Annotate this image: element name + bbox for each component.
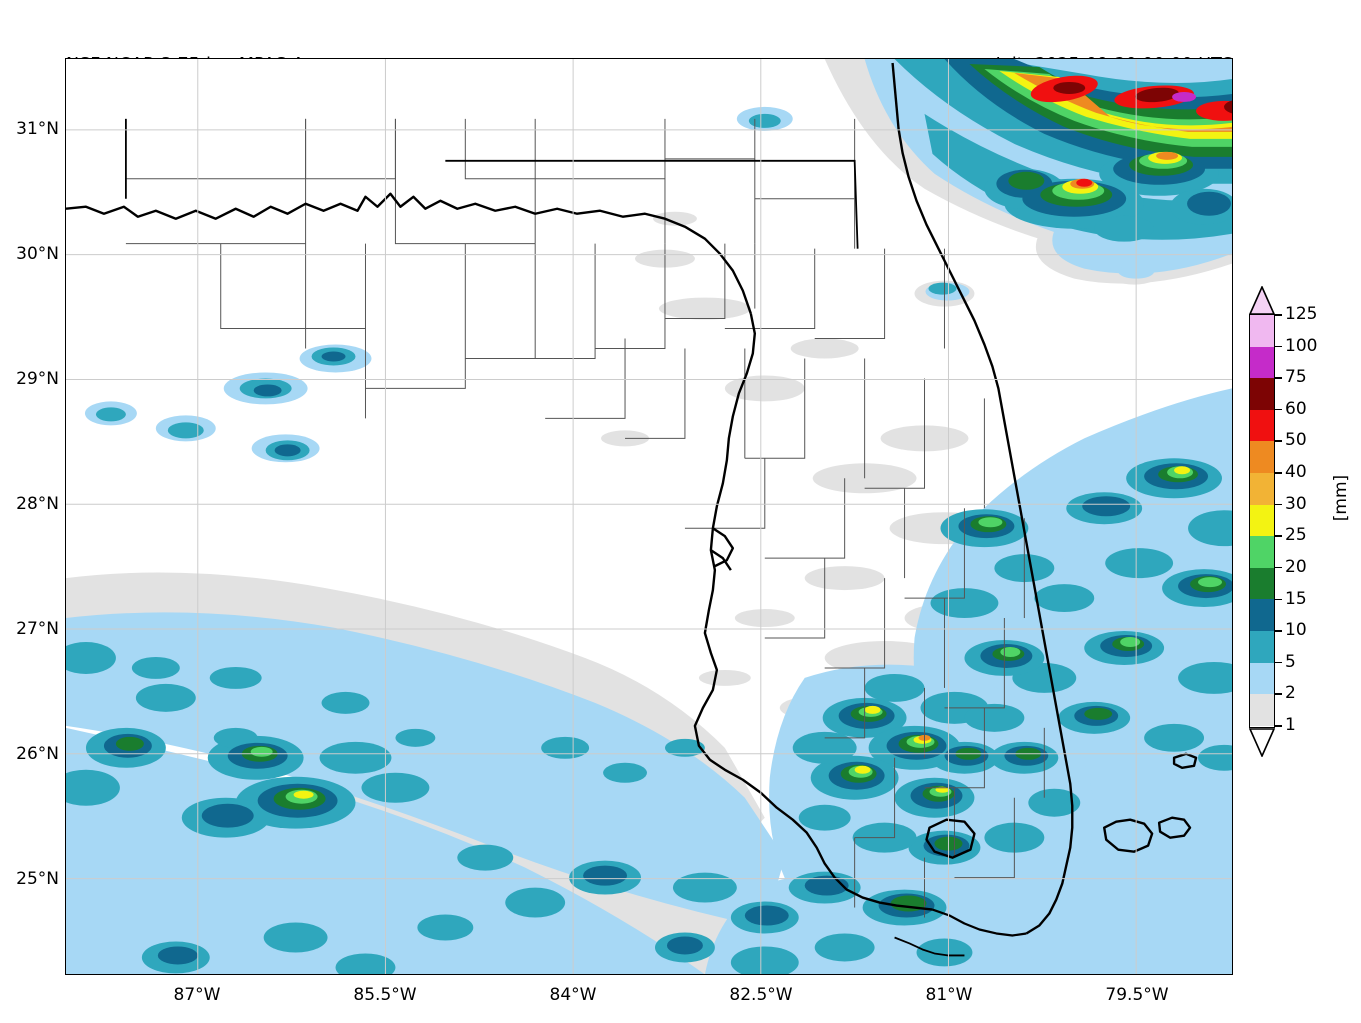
colorbar-band	[1250, 694, 1274, 726]
y-tickmark	[65, 880, 66, 881]
x-tickmark	[762, 974, 763, 975]
y-tickmark	[65, 130, 66, 131]
colorbar-under-arrow	[1249, 728, 1275, 757]
colorbar-over-arrow	[1249, 286, 1275, 315]
coastline	[66, 62, 1198, 957]
precip-contour-field	[66, 59, 1232, 974]
x-axis-label-87W: 87°W	[173, 985, 221, 1005]
colorbar-tickmark	[1275, 598, 1282, 601]
y-axis-label-26N: 26°N	[16, 744, 59, 764]
colorbar-tickmark	[1275, 566, 1282, 569]
x-axis-label-81W: 81°W	[925, 985, 973, 1005]
colorbar-tick-label-25: 25	[1285, 525, 1307, 546]
colorbar-tick-label-2: 2	[1285, 683, 1296, 704]
colorbar-band	[1250, 346, 1274, 379]
colorbar-band	[1250, 599, 1274, 632]
colorbar-tick-label-20: 20	[1285, 556, 1307, 577]
x-axis-label-795W: 79.5°W	[1105, 985, 1169, 1005]
precipitation-map-panel[interactable]	[65, 58, 1233, 975]
y-tickmark	[65, 255, 66, 256]
colorbar-tickmark	[1275, 661, 1282, 664]
y-axis-label-27N: 27°N	[16, 619, 59, 639]
x-tickmark	[1138, 974, 1139, 975]
x-axis-label-855W: 85.5°W	[353, 985, 417, 1005]
colorbar-band	[1250, 504, 1274, 537]
colorbar-tick-label-15: 15	[1285, 588, 1307, 609]
y-tickmark	[65, 380, 66, 381]
colorbar-tickmark	[1275, 377, 1282, 379]
colorbar-tickmark	[1275, 693, 1282, 695]
colorbar-tick-label-100: 100	[1285, 335, 1318, 356]
colorbar-tick-label-30: 30	[1285, 493, 1307, 514]
map-gridlines	[66, 59, 1232, 974]
colorbar-tickmark	[1275, 314, 1282, 316]
colorbar-tick-label-5: 5	[1285, 651, 1296, 672]
colorbar-band	[1250, 631, 1274, 663]
colorbar-band	[1250, 473, 1274, 505]
y-tickmark	[65, 630, 66, 631]
colorbar-tickmark	[1275, 408, 1282, 411]
x-axis-label-84W: 84°W	[549, 985, 597, 1005]
colorbar-tickmark	[1275, 440, 1282, 442]
colorbar-tick-label-125: 125	[1285, 304, 1318, 324]
y-axis-label-29N: 29°N	[16, 369, 59, 389]
x-tickmark	[198, 974, 199, 975]
colorbar-tick-label-10: 10	[1285, 620, 1307, 641]
x-tickmark	[574, 974, 575, 975]
y-axis-label-25N: 25°N	[16, 869, 59, 889]
colorbar-tick-label-75: 75	[1285, 367, 1307, 388]
colorbar-tickmark	[1275, 725, 1282, 727]
y-tickmark	[65, 505, 66, 506]
map-canvas	[66, 59, 1232, 974]
colorbar-tickmark	[1275, 472, 1282, 474]
x-axis-label-825W: 82.5°W	[729, 985, 793, 1005]
precipitation-colorbar[interactable]: 1 2 5 10 15 20 25 30 40 50 60 75 100 125	[1249, 286, 1317, 757]
colorbar-tickmark	[1275, 503, 1282, 506]
colorbar-band	[1250, 409, 1274, 442]
colorbar-band	[1250, 536, 1274, 568]
colorbar-band	[1250, 315, 1274, 347]
colorbar-band	[1250, 378, 1274, 410]
colorbar-band	[1250, 567, 1274, 600]
colorbar-unit-label: [mm]	[1331, 474, 1352, 522]
colorbar-tickmark	[1275, 535, 1282, 537]
colorbar-tick-label-50: 50	[1285, 430, 1307, 451]
colorbar-tick-label-60: 60	[1285, 398, 1307, 419]
y-axis-label-31N: 31°N	[16, 119, 59, 139]
y-tickmark	[65, 755, 66, 756]
state-borders	[124, 118, 859, 249]
colorbar-tick-label-1: 1	[1285, 715, 1296, 735]
colorbar-band	[1250, 441, 1274, 474]
colorbar-bands[interactable]	[1249, 314, 1275, 728]
x-tickmark	[386, 974, 387, 975]
colorbar-tickmark	[1275, 630, 1282, 632]
y-axis-label-28N: 28°N	[16, 494, 59, 514]
x-tickmark	[950, 974, 951, 975]
y-axis-label-30N: 30°N	[16, 244, 59, 264]
colorbar-band	[1250, 662, 1274, 695]
colorbar-tick-label-40: 40	[1285, 462, 1307, 483]
colorbar-tickmark	[1275, 345, 1282, 348]
